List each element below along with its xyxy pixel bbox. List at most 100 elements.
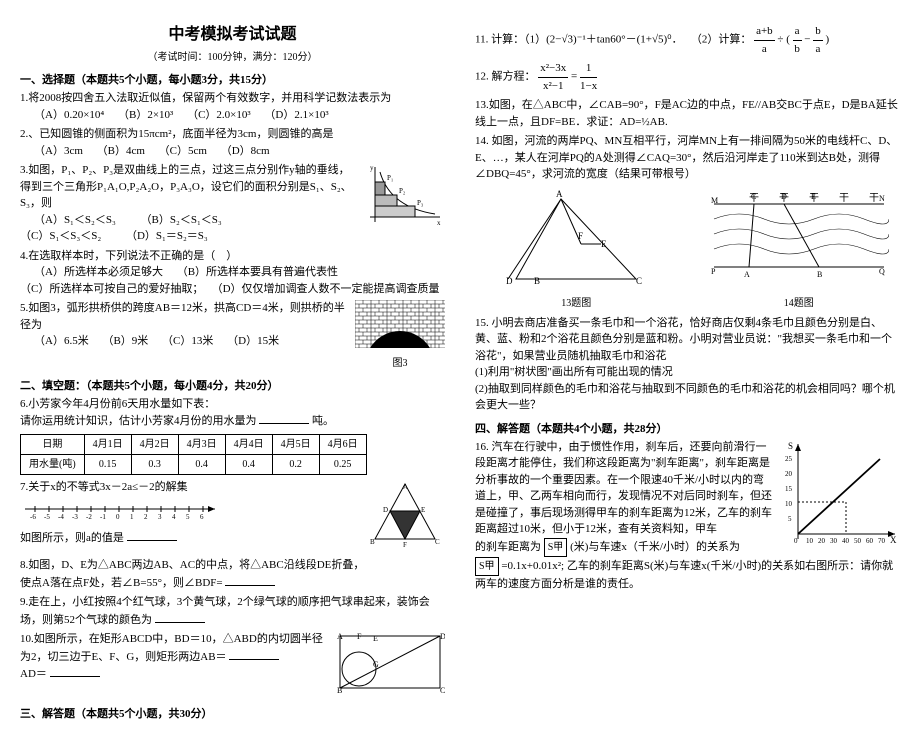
q4-d: （D）仅仅增加调查人数不一定能提高调查质量 <box>212 283 440 295</box>
th-qty: 用水量(吨) <box>21 454 85 474</box>
v4: 0.4 <box>225 454 272 474</box>
xt10: 10 <box>806 537 814 545</box>
f13-D: D <box>506 276 513 286</box>
q5-figure: 图3 <box>355 300 445 371</box>
q8-blank <box>225 574 275 586</box>
lB: B <box>370 538 375 546</box>
q16-fmid: (米)与车速x（千米/小时）的关系为 <box>570 541 740 553</box>
q2-b: （B）4cm <box>97 145 145 157</box>
xt50: 50 <box>854 537 862 545</box>
section1-heading: 一、选择题（本题共5个小题，每小题3分，共15分） <box>20 71 445 87</box>
q8-figure: A B C D E F <box>365 479 445 555</box>
q16-figure: 0 10 20 30 40 50 60 70 5 10 15 20 25 X <box>780 439 900 555</box>
q4: 4.在选取样本时，下列说法不正确的是（ ） （A）所选样本必须足够大 （B）所选… <box>20 248 445 298</box>
f14-A: A <box>744 270 750 279</box>
axis-x: X <box>890 535 897 545</box>
q5-d: （D）15米 <box>227 335 279 347</box>
q4-a: （A）所选样本必须足够大 <box>34 266 163 278</box>
v1: 0.15 <box>84 454 131 474</box>
lE: E <box>421 506 425 514</box>
f13-C: C <box>636 276 642 286</box>
label-p3: P₃ <box>417 199 424 207</box>
label-y: y <box>370 164 374 172</box>
q10-blank2 <box>50 665 100 677</box>
q3-figure: y x P₁ P₂ P₃ <box>365 162 445 238</box>
f14-P: P <box>711 267 716 276</box>
q8: 8.如图，D、E为△ABC两边AB、AC的中点，将△ABC沿线段DE折叠， 使点… <box>20 557 445 591</box>
q1-c: （C）2.0×10³ <box>187 109 251 121</box>
q3: y x P₁ P₂ P₃ 3.如图，P₁、P₂、P₃是双曲线上的三点，过这三点分… <box>20 162 445 245</box>
page-subtitle: （考试时间：100分钟，满分：120分） <box>20 48 445 63</box>
yt25: 25 <box>785 455 793 463</box>
q7-blank <box>127 529 177 541</box>
q3-b: （B）S₂＜S₁＜S₃ <box>141 214 222 226</box>
q6: 6.小芳家今年4月份前6天用水量如下表： 请你运用统计知识，估计小芳家4月份的用… <box>20 396 445 475</box>
q10-figure: A B C D E F G <box>335 631 445 699</box>
q2-a: （A）3cm <box>34 145 83 157</box>
svg-text:干: 干 <box>869 193 879 204</box>
q6-stem1: 6.小芳家今年4月份前6天用水量如下表： <box>20 398 215 410</box>
q8-stem2: 使点A落在点F处，若∠B=55°，则∠BDF= <box>20 577 223 589</box>
q2-c: （C）5cm <box>159 145 207 157</box>
q3-stem: 3.如图，P₁、P₂、P₃是双曲线上的三点，过这三点分别作y轴的垂线，得到三个三… <box>20 164 352 209</box>
q16-flead: 的刹车距离为 <box>475 541 541 553</box>
f14-M: M <box>711 196 718 205</box>
v3: 0.4 <box>178 454 225 474</box>
lF: F <box>403 541 407 549</box>
t-4: -4 <box>58 513 64 519</box>
xt60: 60 <box>866 537 874 545</box>
page-title: 中考模拟考试试题 <box>20 20 445 44</box>
t5: 5 <box>186 513 190 519</box>
q5-b: （B）9米 <box>102 335 148 347</box>
q11-stem2: （2）计算： <box>691 34 752 46</box>
t6: 6 <box>200 513 204 519</box>
q9-blank <box>155 611 205 623</box>
q6-table: 日期 4月1日 4月2日 4月3日 4月4日 4月5日 4月6日 用水量(吨) … <box>20 434 367 475</box>
q1-a: （A）0.20×10⁴ <box>34 109 104 121</box>
q15-p2: (2)抽取到同样颜色的毛巾和浴花与抽取到不同颜色的毛巾和浴花的机会相同吗？哪个机… <box>475 383 895 412</box>
r-G: G <box>373 660 379 669</box>
q8-stem: 8.如图，D、E为△ABC两边AB、AC的中点，将△ABC沿线段DE折叠， <box>20 559 364 571</box>
v5: 0.2 <box>272 454 319 474</box>
t-2: -2 <box>86 513 92 519</box>
f14-D: D <box>781 192 787 201</box>
q13: 13.如图，在△ABC中，∠CAB=90°，F是AC边的中点，FE//AB交BC… <box>475 97 900 130</box>
section2-heading: 二、填空题：（本题共5个小题，每小题4分，共20分） <box>20 377 445 393</box>
v6: 0.25 <box>319 454 366 474</box>
lA: A <box>403 483 408 491</box>
f13-A: A <box>556 189 563 199</box>
t3: 3 <box>158 513 162 519</box>
q14-figure: 干干干干干 M N P Q A B C D E 14题图 <box>698 189 901 309</box>
q5-figcap: 图3 <box>355 356 445 371</box>
q7-stem2: 如图所示，则a的值是 <box>20 532 124 544</box>
q3-d: （D）S₁＝S₂＝S₃ <box>126 230 208 242</box>
q15-p1: (1)利用"树状图"画出所有可能出现的情况 <box>475 366 673 378</box>
xt70: 70 <box>878 537 886 545</box>
q16-stem: 16. 汽车在行驶中，由于惯性作用，刹车后，还要向前滑行一段距离才能停住，我们称… <box>475 441 772 536</box>
q16: 0 10 20 30 40 50 60 70 5 10 15 20 25 X <box>475 439 900 593</box>
t-6: -6 <box>30 513 36 519</box>
q12-stem: 12. 解方程： <box>475 71 536 83</box>
t-5: -5 <box>44 513 50 519</box>
yt15: 15 <box>785 485 793 493</box>
f14-B: B <box>817 270 822 279</box>
v2: 0.3 <box>131 454 178 474</box>
q4-stem: 4.在选取样本时，下列说法不正确的是（ ） <box>20 250 237 262</box>
q5-stem: 5.如图3，弧形拱桥供的跨度AB＝12米，拱高CD＝4米，则拱桥的半径为 <box>20 302 345 331</box>
q12: 12. 解方程： x²−3x x²−1 = 1 1−x <box>475 60 900 94</box>
r-C: C <box>440 686 445 693</box>
f13-F: F <box>578 231 583 241</box>
q10-blank1 <box>229 648 279 660</box>
label-p2: P₂ <box>399 187 406 195</box>
q4-b: （B）所选样本要具有普遍代表性 <box>177 266 338 278</box>
q13-figure: D A B C F E 13题图 <box>475 189 678 309</box>
q11-stem1: 11. 计算：（1）(2−√3)⁻¹＋tan60°－(1+√5)⁰． <box>475 34 677 46</box>
q15-stem: 15. 小明去商店准备买一条毛巾和一个浴花，恰好商店仅剩4条毛巾且颜色分别是白、… <box>475 317 892 362</box>
section4-heading: 四、解答题（本题共4个小题，共28分） <box>475 420 900 436</box>
q16-feq2: =0.1x+0.01x²; 乙车的刹车距离S(米)与车速x(千米/小时)的关系如… <box>475 560 893 590</box>
q2: 2.、已知圆锥的侧面积为15πcm²，底面半径为3cm，则圆锥的高是 （A）3c… <box>20 126 445 159</box>
q14-stem: 14. 如图，河流的两岸PQ、MN互相平行，河岸MN上有一排间隔为50米的电线杆… <box>475 135 897 180</box>
section3-heading: 三、解答题（本题共5个小题，共30分） <box>20 705 445 721</box>
q5: 图3 5.如图3，弧形拱桥供的跨度AB＝12米，拱高CD＝4米，则拱桥的半径为 … <box>20 300 445 371</box>
q1: 1.将2008按四舍五入法取近似值，保留两个有效数字，并用科学记数法表示为 （A… <box>20 90 445 123</box>
